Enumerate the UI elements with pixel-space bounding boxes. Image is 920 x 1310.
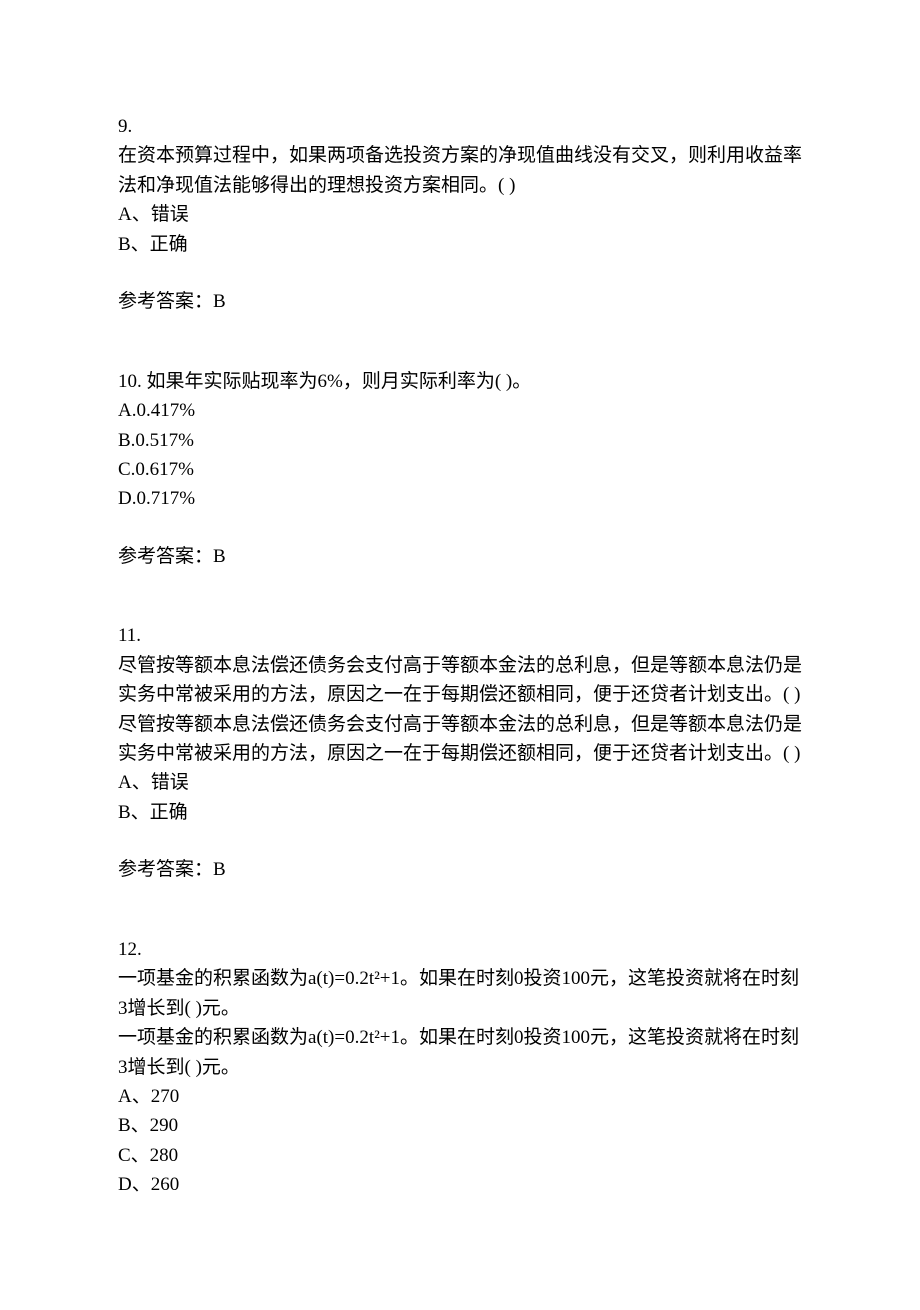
option-b: B、290 bbox=[118, 1111, 802, 1140]
question-10: 10. 如果年实际贴现率为6%，则月实际利率为( )。 A.0.417% B.0… bbox=[118, 367, 802, 572]
option-b: B、正确 bbox=[118, 798, 802, 827]
option-d: D、260 bbox=[118, 1170, 802, 1199]
question-text-repeat: 一项基金的积累函数为a(t)=0.2t²+1。如果在时刻0投资100元，这笔投资… bbox=[118, 1023, 802, 1082]
option-a: A.0.417% bbox=[118, 396, 802, 425]
option-a: A、270 bbox=[118, 1082, 802, 1111]
question-text: 在资本预算过程中，如果两项备选投资方案的净现值曲线没有交叉，则利用收益率法和净现… bbox=[118, 141, 802, 200]
option-b: B、正确 bbox=[118, 230, 802, 259]
question-12: 12. 一项基金的积累函数为a(t)=0.2t²+1。如果在时刻0投资100元，… bbox=[118, 935, 802, 1200]
question-number: 10. 如果年实际贴现率为6%，则月实际利率为( )。 bbox=[118, 367, 802, 396]
option-b: B.0.517% bbox=[118, 426, 802, 455]
question-9: 9. 在资本预算过程中，如果两项备选投资方案的净现值曲线没有交叉，则利用收益率法… bbox=[118, 112, 802, 317]
option-a: A、错误 bbox=[118, 768, 802, 797]
question-11: 11. 尽管按等额本息法偿还债务会支付高于等额本金法的总利息，但是等额本息法仍是… bbox=[118, 621, 802, 885]
answer-label: 参考答案：B bbox=[118, 542, 802, 571]
question-number: 9. bbox=[118, 112, 802, 141]
option-c: C.0.617% bbox=[118, 455, 802, 484]
question-text: 尽管按等额本息法偿还债务会支付高于等额本金法的总利息，但是等额本息法仍是实务中常… bbox=[118, 651, 802, 710]
question-text-repeat: 尽管按等额本息法偿还债务会支付高于等额本金法的总利息，但是等额本息法仍是实务中常… bbox=[118, 710, 802, 769]
option-d: D.0.717% bbox=[118, 484, 802, 513]
question-number: 11. bbox=[118, 621, 802, 650]
question-number: 12. bbox=[118, 935, 802, 964]
question-text: 一项基金的积累函数为a(t)=0.2t²+1。如果在时刻0投资100元，这笔投资… bbox=[118, 964, 802, 1023]
answer-label: 参考答案：B bbox=[118, 855, 802, 884]
option-c: C、280 bbox=[118, 1141, 802, 1170]
answer-label: 参考答案：B bbox=[118, 287, 802, 316]
option-a: A、错误 bbox=[118, 200, 802, 229]
